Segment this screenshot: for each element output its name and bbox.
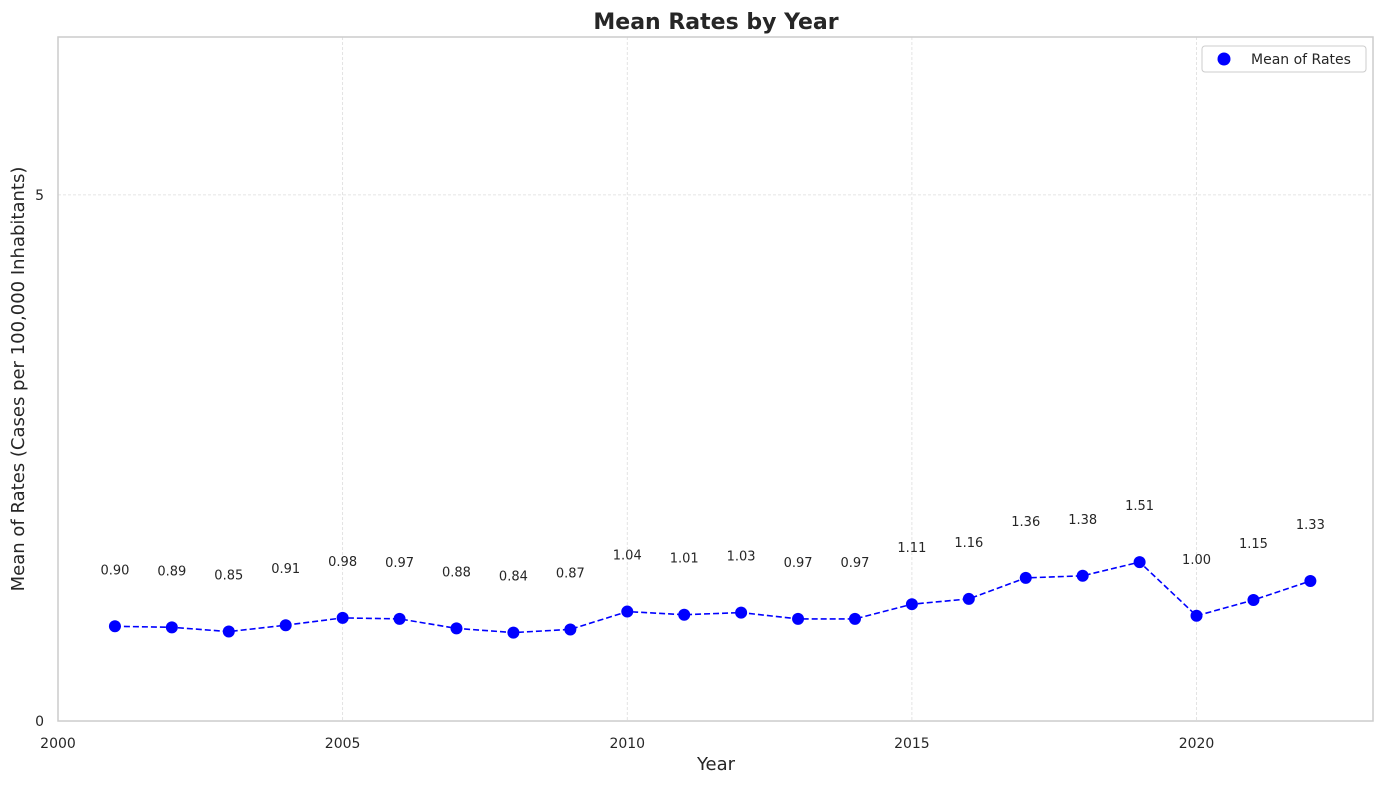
data-point: [1247, 593, 1260, 606]
data-labels: 0.90 0.89 0.85 0.91 0.98 0.97 0.88 0.84 0.87 1.04…: [100, 499, 1324, 585]
data-point: [962, 592, 975, 605]
y-tick-label: 0: [35, 714, 44, 730]
data-label: 1.15: [1239, 537, 1268, 552]
data-label: 0.90: [100, 563, 129, 578]
data-point: [222, 625, 235, 638]
data-label: 0.97: [385, 556, 414, 571]
data-label: 1.03: [727, 550, 756, 565]
x-tick-label: 2020: [1179, 736, 1215, 752]
data-point: [792, 612, 805, 625]
legend-label: Mean of Rates: [1251, 52, 1351, 68]
data-point: [1133, 556, 1146, 569]
series-layer: [108, 556, 1317, 639]
data-point: [507, 626, 520, 639]
data-point: [450, 622, 463, 635]
data-label: 0.84: [499, 570, 528, 585]
data-label: 0.85: [214, 569, 243, 584]
data-point: [678, 608, 691, 621]
data-label: 0.87: [556, 566, 585, 581]
axis-ticks: 2000 2005 2010 2015 2020 0 5: [35, 188, 1214, 752]
data-point: [1076, 569, 1089, 582]
data-label: 0.97: [840, 556, 869, 571]
x-tick-label: 2010: [609, 736, 645, 752]
data-label: 1.11: [897, 541, 926, 556]
data-point: [1019, 571, 1032, 584]
x-axis-title: Year: [696, 754, 736, 775]
data-label: 1.16: [954, 536, 983, 551]
series-line: [114, 561, 1311, 634]
data-label: 1.00: [1182, 553, 1211, 568]
y-tick-label: 5: [35, 188, 44, 204]
data-point: [279, 619, 292, 632]
data-point: [564, 623, 577, 636]
data-point: [108, 620, 121, 633]
data-label: 1.01: [670, 552, 699, 567]
data-label: 1.38: [1068, 513, 1097, 528]
data-point: [905, 598, 918, 611]
plot-area-frame: [57, 36, 1374, 722]
data-label: 0.91: [271, 562, 300, 577]
data-point: [1304, 575, 1317, 588]
data-label: 1.33: [1296, 518, 1325, 533]
grid: [57, 37, 1373, 722]
x-tick-label: 2000: [40, 736, 76, 752]
data-point: [735, 606, 748, 619]
y-axis-title: Mean of Rates (Cases per 100,000 Inhabit…: [8, 167, 29, 592]
data-label: 0.98: [328, 555, 357, 570]
legend: Mean of Rates: [1201, 45, 1367, 73]
legend-box: [1201, 45, 1367, 73]
x-tick-label: 2005: [325, 736, 361, 752]
data-point: [336, 611, 349, 624]
data-label: 1.36: [1011, 515, 1040, 530]
data-point: [393, 612, 406, 625]
data-label: 0.88: [442, 565, 471, 580]
data-point: [165, 621, 178, 634]
data-point: [848, 612, 861, 625]
data-label: 1.04: [613, 549, 642, 564]
x-tick-label: 2015: [894, 736, 930, 752]
data-label: 0.97: [784, 556, 813, 571]
data-label: 0.89: [157, 564, 186, 579]
data-label: 1.51: [1125, 499, 1154, 514]
data-point: [621, 605, 634, 618]
data-point: [1190, 609, 1203, 622]
legend-marker: [1217, 52, 1231, 66]
chart-title: Mean Rates by Year: [593, 10, 838, 35]
